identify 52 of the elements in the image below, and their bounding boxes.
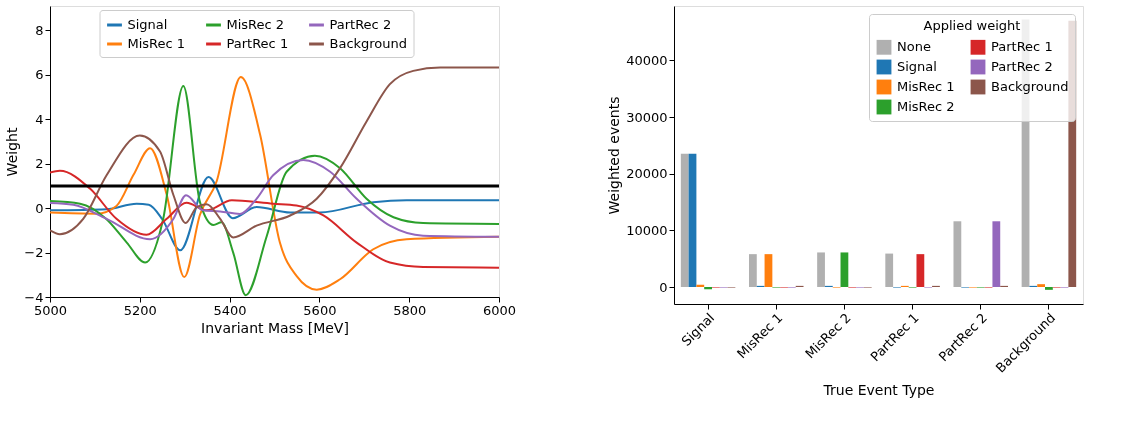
y-axis-title: Weighted events: [606, 96, 623, 215]
legend-title: Applied weight: [923, 18, 1021, 33]
y-tick-label: 40000: [626, 52, 668, 68]
x-tick-label: 5200: [123, 302, 157, 318]
y-tick-label: −2: [24, 245, 44, 261]
line-series: [50, 176, 499, 252]
y-tick-label: 0: [659, 279, 668, 295]
y-tick-label: 4: [35, 111, 44, 127]
bar: [916, 254, 925, 287]
y-tick-label: 8: [35, 22, 44, 38]
bar: [1037, 284, 1046, 287]
line-series: [50, 66, 499, 239]
bar: [688, 153, 697, 287]
legend-label: PartRec 1: [991, 39, 1053, 55]
bar: [1045, 287, 1053, 290]
legend-label: Background: [991, 79, 1069, 94]
y-axis-title: Weight: [4, 127, 21, 177]
y-tick-label: 6: [35, 67, 44, 83]
legend-label: MisRec 2: [897, 99, 955, 114]
bar: [817, 252, 825, 287]
x-axis-title: True Event Type: [822, 381, 935, 398]
y-tick-label: 30000: [626, 109, 668, 125]
bar: [885, 253, 894, 287]
y-tick-label: 2: [35, 156, 44, 172]
x-tick-label: 6000: [482, 302, 517, 318]
x-axis-title: Invariant Mass [MeV]: [201, 319, 349, 336]
bar: [764, 254, 773, 287]
y-tick-label: 20000: [626, 166, 668, 182]
bar: [953, 221, 962, 287]
legend-label: Signal: [897, 59, 937, 74]
line-series: [50, 169, 499, 269]
y-tick-label: −4: [24, 289, 44, 305]
bar: [748, 254, 757, 287]
legend-label: MisRec 1: [127, 36, 186, 51]
legend-label: Background: [329, 36, 408, 51]
x-tick-label: 5400: [213, 302, 247, 318]
y-tick-label: 10000: [626, 222, 668, 238]
x-tick-label: 5800: [393, 302, 427, 318]
legend-label: MisRec 2: [226, 17, 285, 32]
legend-label: PartRec 2: [991, 59, 1053, 74]
x-tick-label: 5000: [33, 302, 68, 318]
legend-label: MisRec 1: [897, 79, 955, 94]
legend-label: Signal: [127, 17, 168, 32]
legend-label: PartRec 2: [329, 17, 392, 32]
x-tick-label: 5600: [303, 302, 337, 318]
bar: [680, 153, 689, 287]
line-series: [50, 158, 499, 241]
bar: [992, 221, 1001, 287]
legend-label: PartRec 1: [226, 36, 289, 51]
bar: [840, 252, 849, 287]
y-tick-label: 0: [35, 200, 44, 216]
legend-label: None: [897, 39, 931, 55]
